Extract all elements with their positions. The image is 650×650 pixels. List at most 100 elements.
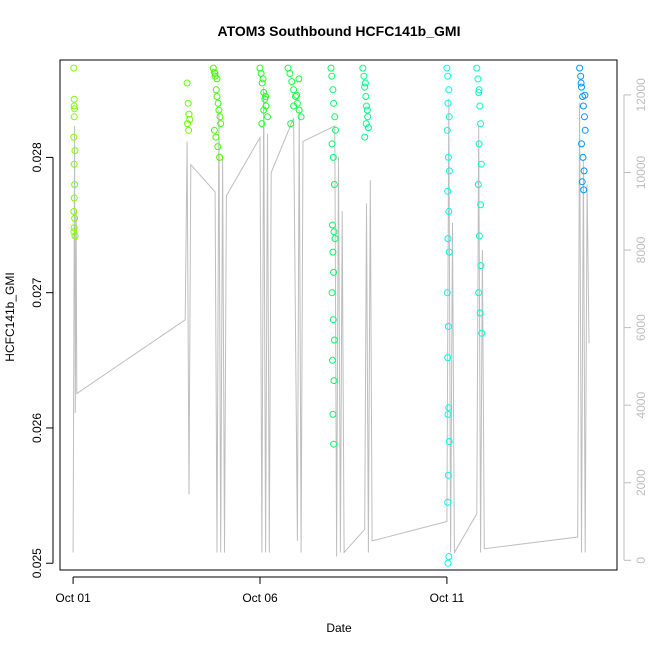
data-point <box>444 354 452 362</box>
data-point <box>262 102 270 110</box>
y-tick-label: 0.028 <box>30 142 44 172</box>
secondary-series-layer <box>72 87 590 557</box>
data-point <box>70 95 78 103</box>
data-point <box>445 404 453 412</box>
data-point <box>363 106 371 114</box>
data-point <box>295 106 303 114</box>
data-point <box>70 228 78 236</box>
y-axis-label: HCFC141b_GMI <box>3 272 17 361</box>
data-point <box>475 232 483 240</box>
data-point <box>331 113 339 121</box>
data-point <box>212 86 220 94</box>
data-point <box>576 64 584 72</box>
data-point <box>578 140 585 148</box>
data-point <box>361 133 369 141</box>
y2-tick-label: 2000 <box>634 469 648 496</box>
data-point <box>361 79 369 87</box>
data-point <box>71 147 79 155</box>
data-point <box>258 79 266 87</box>
data-point <box>444 323 452 330</box>
x-tick-label: Oct 11 <box>430 591 465 605</box>
data-point <box>581 91 589 99</box>
data-point <box>292 93 299 100</box>
data-point <box>359 64 367 72</box>
data-point <box>474 181 482 188</box>
y2-tick-label: 6000 <box>634 314 648 341</box>
data-point <box>70 194 78 202</box>
x-axis: Oct 01 Oct 06 Oct 11 <box>55 576 465 605</box>
secondary-series-line <box>72 87 590 557</box>
data-point <box>213 75 221 83</box>
data-point <box>297 113 305 121</box>
data-point <box>578 83 585 91</box>
data-point <box>217 120 225 128</box>
data-point <box>287 120 295 128</box>
data-point <box>215 106 223 114</box>
y2-tick-label: 4000 <box>634 392 648 419</box>
data-point <box>360 72 368 80</box>
data-point <box>328 140 336 148</box>
data-point <box>581 113 588 121</box>
data-point <box>330 228 338 236</box>
data-point <box>445 113 453 121</box>
data-point <box>70 102 78 110</box>
data-point <box>444 187 452 195</box>
data-point <box>444 471 452 479</box>
data-point <box>329 356 336 364</box>
data-point <box>216 113 224 121</box>
data-point <box>213 93 221 100</box>
data-point <box>295 75 303 83</box>
data-point <box>443 64 451 72</box>
data-point <box>445 86 453 94</box>
data-point <box>363 102 370 110</box>
data-point <box>477 262 485 270</box>
data-point <box>361 83 369 91</box>
data-point <box>362 93 370 100</box>
data-point <box>261 95 269 103</box>
data-point <box>332 126 339 134</box>
data-point <box>475 86 483 94</box>
data-point <box>577 72 585 80</box>
data-point <box>212 133 220 141</box>
data-point <box>580 167 588 175</box>
y-axis: 0.025 0.026 0.027 0.028 <box>30 142 54 578</box>
data-point <box>264 113 271 121</box>
data-point <box>70 160 78 168</box>
data-point <box>260 106 268 114</box>
data-point <box>185 126 193 134</box>
data-point <box>260 89 268 96</box>
x-axis-label: Date <box>326 621 352 635</box>
data-point <box>445 248 453 256</box>
data-point <box>262 93 270 100</box>
data-point <box>478 329 486 337</box>
data-point <box>70 224 78 232</box>
data-point <box>330 440 338 448</box>
data-point <box>70 64 78 72</box>
data-point <box>444 410 452 418</box>
data-point <box>70 208 78 215</box>
data-point <box>577 79 585 87</box>
data-point <box>71 181 79 188</box>
data-point <box>580 186 588 194</box>
data-point <box>71 214 79 222</box>
y2-tick-label: 0 <box>634 557 648 564</box>
data-point <box>216 153 224 161</box>
data-point <box>579 102 587 110</box>
data-point <box>328 289 336 297</box>
data-point <box>186 116 194 123</box>
data-point <box>71 232 79 240</box>
data-point <box>330 336 338 344</box>
data-point <box>330 377 338 385</box>
data-point <box>214 143 222 151</box>
data-point <box>185 110 193 118</box>
data-point <box>476 309 484 317</box>
data-point <box>364 124 372 132</box>
data-point <box>362 120 370 128</box>
data-point <box>579 153 587 161</box>
data-point <box>290 102 298 110</box>
data-point <box>290 86 298 94</box>
data-point <box>258 120 266 128</box>
data-point <box>329 316 337 324</box>
data-point <box>184 99 192 107</box>
